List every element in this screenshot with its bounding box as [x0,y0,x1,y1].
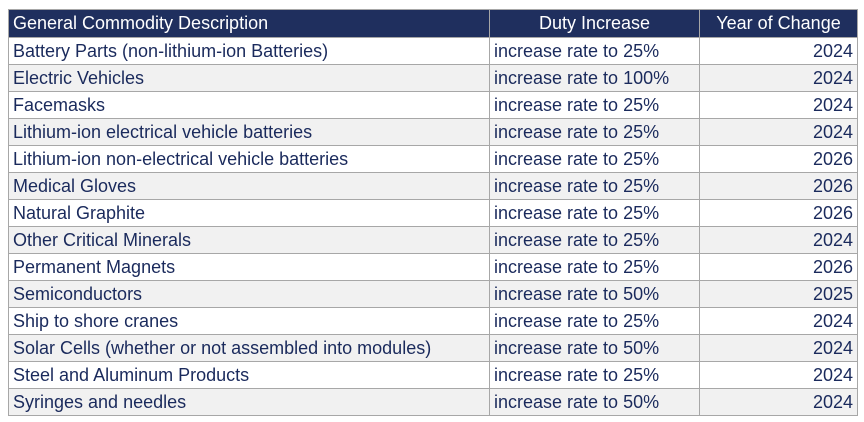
table-row: Natural Graphite increase rate to 25% 20… [8,199,858,227]
cell-duty: increase rate to 25% [489,307,700,335]
cell-duty: increase rate to 25% [489,145,700,173]
cell-duty: increase rate to 25% [489,361,700,389]
cell-description: Facemasks [8,91,490,119]
cell-description: Steel and Aluminum Products [8,361,490,389]
cell-year: 2024 [699,388,858,416]
tariff-table-container: General Commodity Description Duty Incre… [8,9,858,416]
cell-year: 2026 [699,172,858,200]
cell-year: 2024 [699,91,858,119]
cell-year: 2024 [699,37,858,65]
cell-year: 2024 [699,307,858,335]
table-row: Lithium-ion electrical vehicle batteries… [8,118,858,146]
table-row: Semiconductors increase rate to 50% 2025 [8,280,858,308]
table-row: Other Critical Minerals increase rate to… [8,226,858,254]
cell-year: 2024 [699,118,858,146]
cell-description: Battery Parts (non-lithium-ion Batteries… [8,37,490,65]
cell-description: Lithium-ion non-electrical vehicle batte… [8,145,490,173]
cell-description: Other Critical Minerals [8,226,490,254]
table-row: Medical Gloves increase rate to 25% 2026 [8,172,858,200]
cell-duty: increase rate to 25% [489,199,700,227]
table-row: Steel and Aluminum Products increase rat… [8,361,858,389]
cell-description: Ship to shore cranes [8,307,490,335]
cell-description: Natural Graphite [8,199,490,227]
header-description: General Commodity Description [8,9,490,38]
cell-description: Medical Gloves [8,172,490,200]
cell-duty: increase rate to 50% [489,334,700,362]
header-year-of-change: Year of Change [699,9,858,38]
cell-year: 2026 [699,145,858,173]
header-duty-increase: Duty Increase [489,9,700,38]
cell-description: Syringes and needles [8,388,490,416]
cell-year: 2026 [699,199,858,227]
cell-duty: increase rate to 25% [489,118,700,146]
cell-description: Lithium-ion electrical vehicle batteries [8,118,490,146]
cell-description: Solar Cells (whether or not assembled in… [8,334,490,362]
table-row: Lithium-ion non-electrical vehicle batte… [8,145,858,173]
table-row: Facemasks increase rate to 25% 2024 [8,91,858,119]
table-row: Syringes and needles increase rate to 50… [8,388,858,416]
cell-description: Semiconductors [8,280,490,308]
cell-year: 2024 [699,64,858,92]
table-row: Battery Parts (non-lithium-ion Batteries… [8,37,858,65]
table-header: General Commodity Description Duty Incre… [8,9,858,38]
cell-year: 2025 [699,280,858,308]
cell-duty: increase rate to 50% [489,388,700,416]
tariff-table: General Commodity Description Duty Incre… [8,9,858,416]
cell-year: 2026 [699,253,858,281]
cell-year: 2024 [699,226,858,254]
table-row: Solar Cells (whether or not assembled in… [8,334,858,362]
table-row: Electric Vehicles increase rate to 100% … [8,64,858,92]
cell-year: 2024 [699,334,858,362]
cell-duty: increase rate to 50% [489,280,700,308]
cell-duty: increase rate to 25% [489,37,700,65]
cell-duty: increase rate to 100% [489,64,700,92]
table-row: Ship to shore cranes increase rate to 25… [8,307,858,335]
cell-description: Electric Vehicles [8,64,490,92]
cell-duty: increase rate to 25% [489,172,700,200]
cell-description: Permanent Magnets [8,253,490,281]
cell-duty: increase rate to 25% [489,226,700,254]
cell-duty: increase rate to 25% [489,91,700,119]
table-body: Battery Parts (non-lithium-ion Batteries… [8,37,858,416]
header-row: General Commodity Description Duty Incre… [8,9,858,38]
cell-year: 2024 [699,361,858,389]
table-row: Permanent Magnets increase rate to 25% 2… [8,253,858,281]
cell-duty: increase rate to 25% [489,253,700,281]
